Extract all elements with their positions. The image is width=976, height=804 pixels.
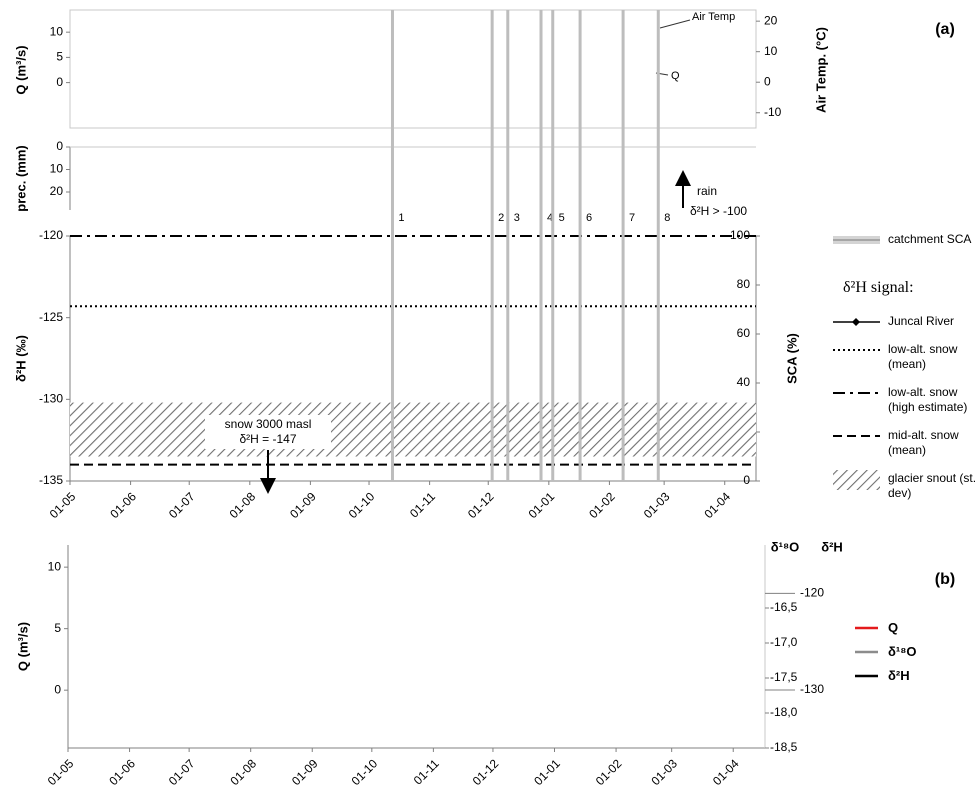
plot-frame (69, 9, 757, 129)
y3-axis-title: δ²H (821, 539, 843, 554)
y-tick-label: 10 (50, 162, 64, 176)
annotation-box (205, 415, 331, 449)
y-tick-label: 0 (56, 75, 63, 89)
x-tick-label: 01-12 (470, 756, 502, 788)
series-annotation: Q (671, 70, 680, 82)
x-tick-label: 01-05 (47, 489, 79, 521)
y2-tick-label: -18,5 (770, 740, 798, 754)
y-tick-label: -125 (39, 310, 63, 324)
y-tick-label: 0 (54, 682, 61, 696)
panel-label: (a) (935, 21, 955, 38)
annotation: δ²H > -100 (690, 204, 747, 218)
y2-tick-label: 20 (764, 13, 778, 27)
x-tick-label: 01-01 (526, 489, 558, 521)
y-tick-label: 10 (50, 24, 64, 38)
y2-tick-label: 0 (743, 473, 750, 487)
y2-tick-label: 40 (737, 375, 751, 389)
y-axis-title: Q (m³/s) (15, 622, 30, 671)
y-tick-label: 10 (48, 559, 62, 573)
y2-tick-label: -17,5 (770, 670, 798, 684)
x-tick-label: 01-02 (593, 756, 625, 788)
y-tick-label: -135 (39, 473, 63, 487)
x-tick-label: 01-01 (531, 756, 563, 788)
x-tick-label: 01-07 (166, 489, 198, 521)
y-tick-label: 5 (56, 50, 63, 64)
y2-tick-label: 60 (737, 326, 751, 340)
y-axis-title: prec. (mm) (13, 145, 28, 211)
y-tick-label: 5 (54, 621, 61, 635)
annotation: δ²H = -147 (239, 432, 296, 446)
legend-label: glacier snout (st. dev) (888, 471, 976, 500)
event-label: 8 (664, 212, 670, 224)
series-annotation: Air Temp (692, 11, 735, 23)
y-axis-title: Q (m³/s) (13, 45, 28, 94)
x-tick-label: 01-09 (287, 489, 319, 521)
x-tick-label: 01-02 (586, 489, 618, 521)
x-tick-label: 01-03 (648, 756, 680, 788)
legend-title: δ²H signal: (843, 279, 914, 296)
event-label: 6 (586, 212, 592, 224)
x-tick-label: 01-08 (227, 489, 259, 521)
legend-label: low-alt. snow (mean) (888, 342, 958, 371)
event-label: 4 (547, 212, 553, 224)
x-tick-label: 01-10 (349, 756, 381, 788)
x-tick-label: 01-10 (346, 489, 378, 521)
y2-axis-title: Air Temp. (°C) (813, 27, 828, 113)
y2-axis-title: SCA (%) (784, 333, 799, 384)
legend-swatch (852, 318, 860, 326)
annotation: snow 3000 masl (225, 417, 312, 431)
event-label: 5 (559, 212, 565, 224)
legend-label: Q (888, 620, 899, 635)
x-tick-label: 01-04 (710, 756, 742, 788)
y2-tick-label: 10 (764, 44, 778, 58)
y2-tick-label: -10 (764, 105, 782, 119)
x-tick-label: 01-09 (289, 756, 321, 788)
x-tick-label: 01-04 (701, 489, 733, 521)
y2-tick-label: -18,0 (770, 705, 798, 719)
x-tick-label: 01-07 (166, 756, 198, 788)
event-label: 7 (629, 212, 635, 224)
x-tick-label: 01-03 (641, 489, 673, 521)
legend-label: δ¹⁸O (888, 644, 917, 659)
y2-tick-label: 0 (764, 74, 771, 88)
y-tick-label: 0 (56, 139, 63, 153)
legend-label: mid-alt. snow (mean) (888, 428, 959, 457)
x-tick-label: 01-11 (411, 756, 442, 787)
event-label: 3 (514, 212, 520, 224)
legend-label: catchment SCA (888, 232, 972, 246)
x-tick-label: 01-08 (227, 756, 259, 788)
band (70, 402, 756, 457)
x-tick-label: 01-06 (107, 489, 139, 521)
y2-tick-label: 80 (737, 277, 751, 291)
y3-tick-label: -120 (800, 586, 824, 600)
y-tick-label: 20 (50, 184, 64, 198)
y-tick-label: -120 (39, 228, 63, 242)
y3-tick-label: -130 (800, 682, 824, 696)
x-tick-label: 01-11 (407, 489, 438, 520)
event-label: 2 (498, 212, 504, 224)
y2-tick-label: -16,5 (770, 600, 798, 614)
y2-axis-title: δ¹⁸O (771, 539, 799, 554)
y-tick-label: -130 (39, 392, 63, 406)
legend-swatch (833, 470, 880, 490)
y2-tick-label: -17,0 (770, 635, 798, 649)
legend-label: δ²H (888, 668, 910, 683)
x-tick-label: 01-06 (106, 756, 138, 788)
leader-line (659, 19, 691, 29)
annotation: rain (697, 184, 717, 198)
x-tick-label: 01-12 (465, 489, 497, 521)
x-tick-label: 01-05 (45, 756, 77, 788)
y-axis-title: δ²H (‰) (13, 335, 28, 382)
legend-label: low-alt. snow (high estimate) (888, 385, 968, 414)
legend-label: Juncal River (888, 314, 955, 328)
y2-tick-label: 100 (730, 228, 750, 242)
event-label: 1 (398, 212, 404, 224)
panel-label: (b) (935, 571, 955, 588)
